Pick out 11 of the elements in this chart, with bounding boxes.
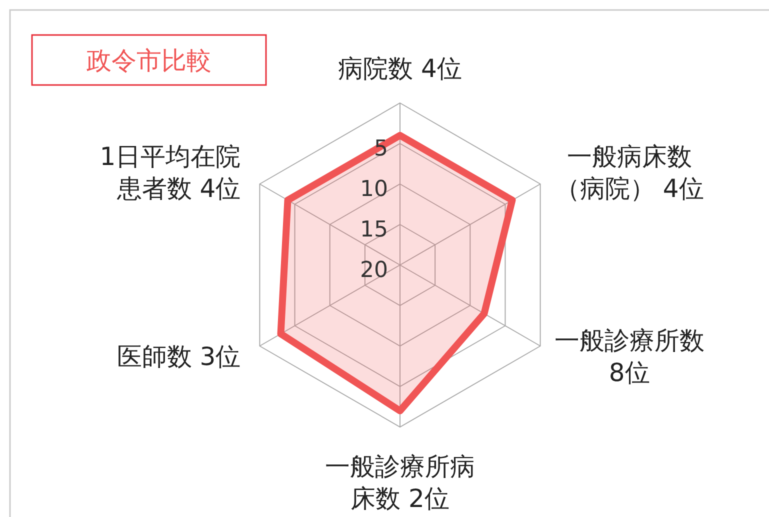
y-tick-label: 20 [360, 258, 388, 283]
spoke-label: 1日平均在院患者数 4位 [100, 142, 241, 203]
spoke-label: 一般診療所数8位 [554, 326, 704, 387]
title: 政令市比較 [31, 34, 267, 86]
spoke-label: 一般病床数（病院） 4位 [554, 142, 704, 203]
spoke-label: 一般診療所病床数 2位 [325, 452, 475, 513]
spoke-label: 医師数 3位 [116, 342, 241, 371]
y-tick-label: 10 [360, 177, 388, 202]
chart-title: 政令市比較 [86, 46, 212, 75]
spoke-label: 病院数 4位 [338, 54, 462, 83]
y-tick-label: 15 [360, 218, 388, 242]
